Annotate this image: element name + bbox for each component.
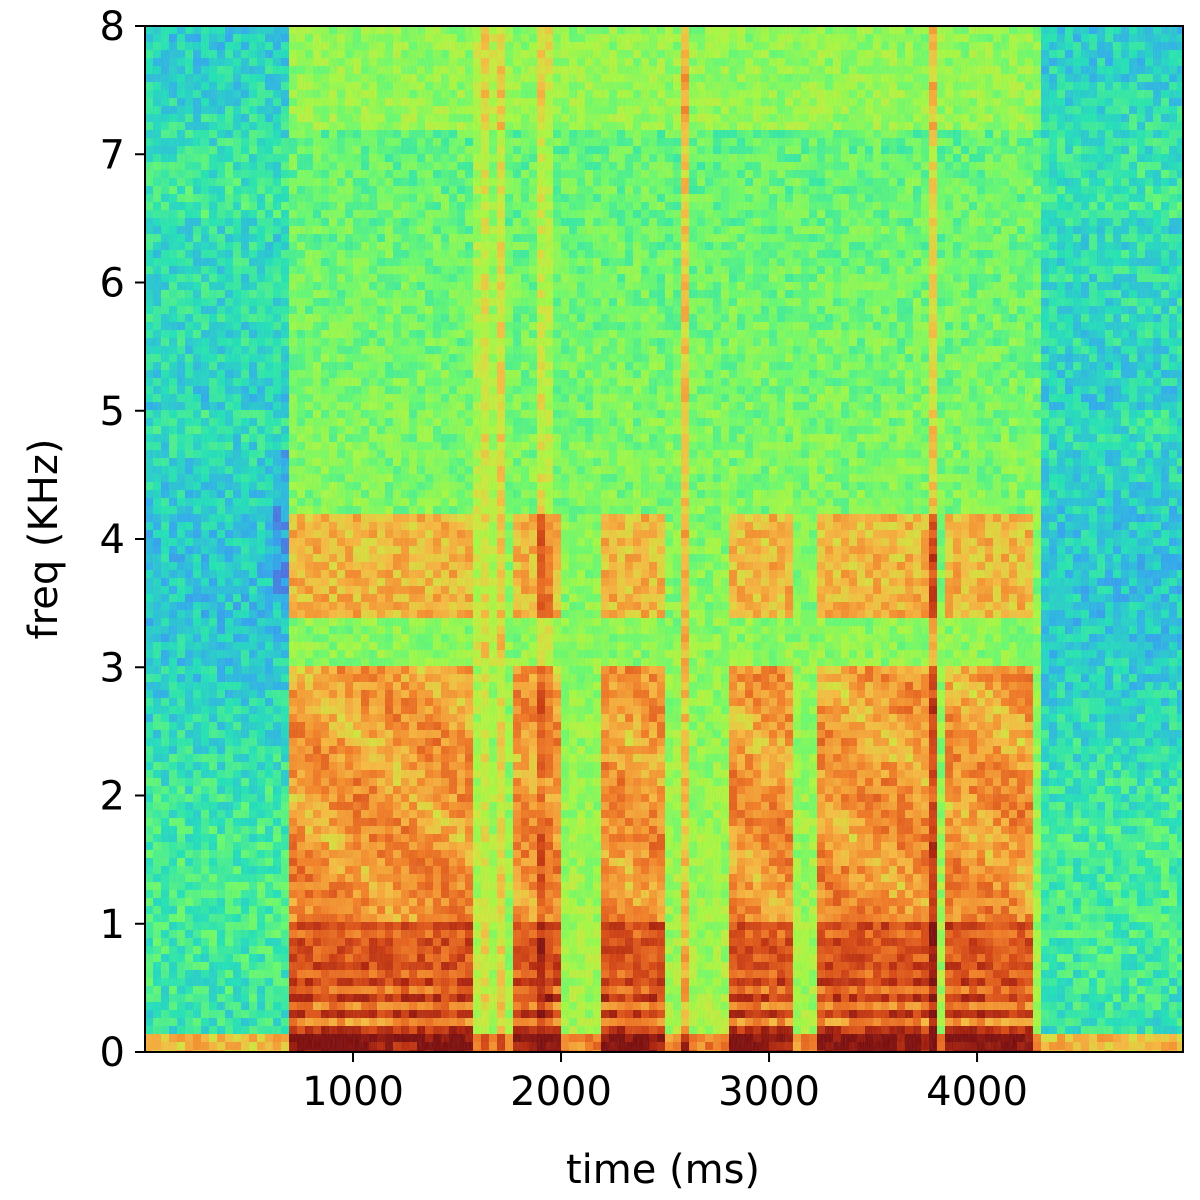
plot-area xyxy=(145,26,1183,1052)
